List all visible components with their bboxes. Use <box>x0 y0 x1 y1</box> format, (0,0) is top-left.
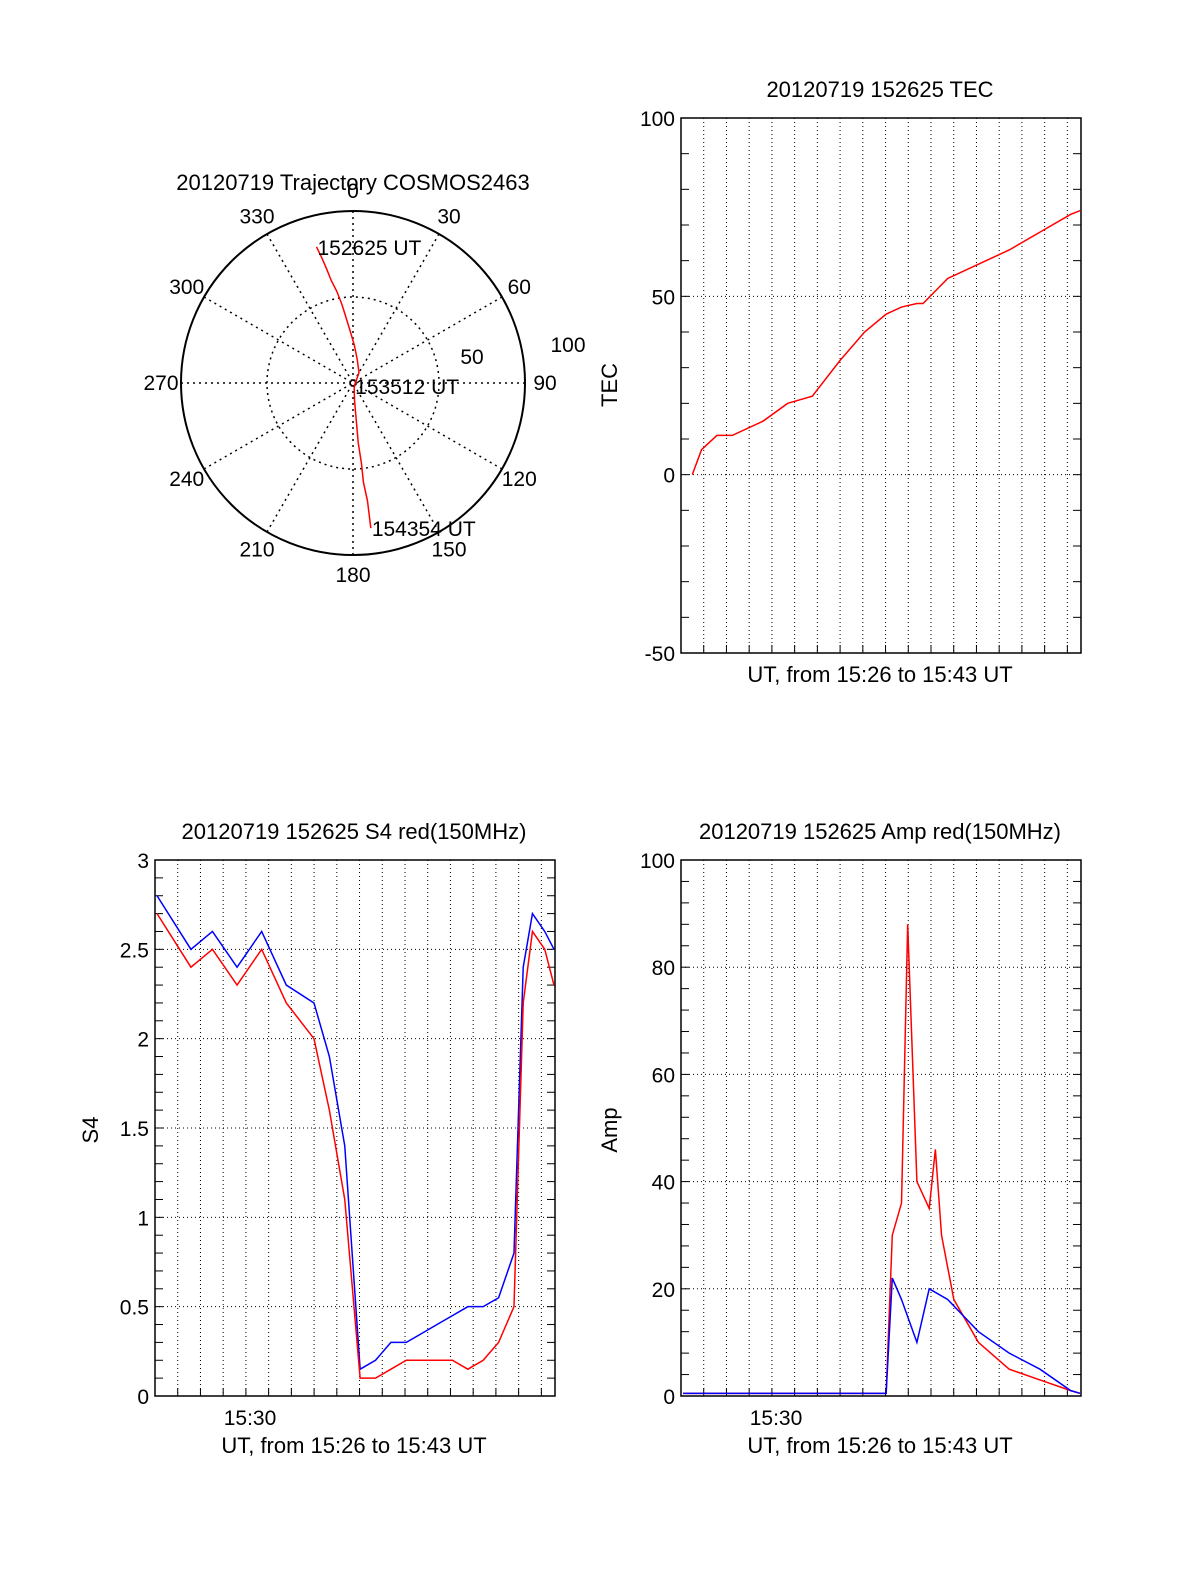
s4-blue-series-line <box>156 895 555 1371</box>
trajectory-title: 20120719 Trajectory COSMOS2463 <box>176 170 529 195</box>
y-tick-label: 20 <box>652 1279 675 1302</box>
tec-plot-frame <box>680 117 1082 654</box>
trajectory-marker-label: 153512 UT <box>355 376 459 399</box>
trajectory-marker-label: 152625 UT <box>317 237 421 260</box>
amp-ylabel: Amp <box>597 1107 622 1152</box>
y-tick-label: 2.5 <box>120 939 149 962</box>
s4-grid <box>155 860 555 1396</box>
y-tick-label: 80 <box>652 957 675 980</box>
tec-series-line <box>691 210 1081 475</box>
s4-chart: 20120719 152625 S4 red(150MHz) 0 0.5 1 1.5 2… <box>78 819 556 1458</box>
y-tick-label: 2 <box>137 1029 149 1052</box>
y-tick-label: 50 <box>652 286 675 309</box>
y-tick-label: 0 <box>663 465 675 488</box>
amp-chart: 20120719 152625 Amp red(150MHz) 0 20 40 60 8… <box>597 819 1082 1458</box>
tec-grid <box>681 118 1081 653</box>
trajectory-chart: 20120719 Trajectory COSMOS2463 0 30 60 90 12… <box>143 170 585 587</box>
amp-red-series-line <box>683 924 1081 1395</box>
amp-blue-series-line <box>683 1277 1081 1395</box>
y-tick-label: 40 <box>652 1172 675 1195</box>
polar-angle-label: 210 <box>239 538 274 561</box>
polar-spokes <box>181 211 525 555</box>
y-tick-label: 60 <box>652 1064 675 1087</box>
y-tick-label: 0 <box>137 1386 149 1409</box>
polar-angle-label: 150 <box>431 538 466 561</box>
polar-angle-label: 30 <box>437 206 460 229</box>
amp-xlabel: UT, from 15:26 to 15:43 UT <box>747 1433 1012 1458</box>
trajectory-marker-label: 154354 UT <box>372 518 476 541</box>
polar-angle-label: 240 <box>169 468 204 491</box>
polar-angle-label: 60 <box>508 276 531 299</box>
amp-xtick-label: 15:30 <box>750 1407 803 1430</box>
s4-xlabel: UT, from 15:26 to 15:43 UT <box>221 1433 486 1458</box>
polar-angle-labels: 0 30 60 90 120 150 180 210 240 270 300 330 <box>143 180 556 587</box>
y-tick-label: 3 <box>137 850 149 873</box>
y-tick-label: 0.5 <box>120 1297 149 1320</box>
polar-angle-label: 270 <box>143 372 178 395</box>
polar-radial-label-50: 50 <box>460 346 483 369</box>
tec-yticks: -50 0 50 100 <box>640 108 1081 666</box>
trajectory-markers: 152625 UT 153512 UT 154354 UT <box>317 237 475 541</box>
polar-angle-label: 330 <box>239 206 274 229</box>
s4-title: 20120719 152625 S4 red(150MHz) <box>182 819 527 844</box>
polar-angle-label: 180 <box>335 564 370 587</box>
tec-ylabel: TEC <box>597 363 622 407</box>
amp-title: 20120719 152625 Amp red(150MHz) <box>699 819 1061 844</box>
amp-yticks: 0 20 40 60 80 100 <box>640 850 1081 1409</box>
polar-radial-label-100: 100 <box>550 334 585 357</box>
y-tick-label: 0 <box>663 1386 675 1409</box>
polar-angle-label: 90 <box>533 372 556 395</box>
tec-xlabel: UT, from 15:26 to 15:43 UT <box>747 662 1012 687</box>
s4-yticks: 0 0.5 1 1.5 2 2.5 3 <box>120 850 555 1409</box>
y-tick-label: 1.5 <box>120 1118 149 1141</box>
y-tick-label: 1 <box>137 1207 149 1230</box>
amp-grid <box>681 860 1081 1396</box>
polar-angle-label: 300 <box>169 276 204 299</box>
polar-angle-label: 0 <box>347 180 359 203</box>
polar-angle-label: 120 <box>502 468 537 491</box>
s4-xtick-label: 15:30 <box>224 1407 277 1430</box>
s4-red-series-line <box>156 913 555 1379</box>
s4-ylabel: S4 <box>78 1117 103 1144</box>
amp-plot-frame <box>680 859 1082 1397</box>
tec-title: 20120719 152625 TEC <box>766 77 993 102</box>
trajectory-track <box>315 246 372 529</box>
y-tick-label: 100 <box>640 850 675 873</box>
tec-chart: 20120719 152625 TEC -50 0 50 100 UT, from 1… <box>597 77 1082 687</box>
y-tick-label: -50 <box>645 643 675 666</box>
y-tick-label: 100 <box>640 108 675 131</box>
